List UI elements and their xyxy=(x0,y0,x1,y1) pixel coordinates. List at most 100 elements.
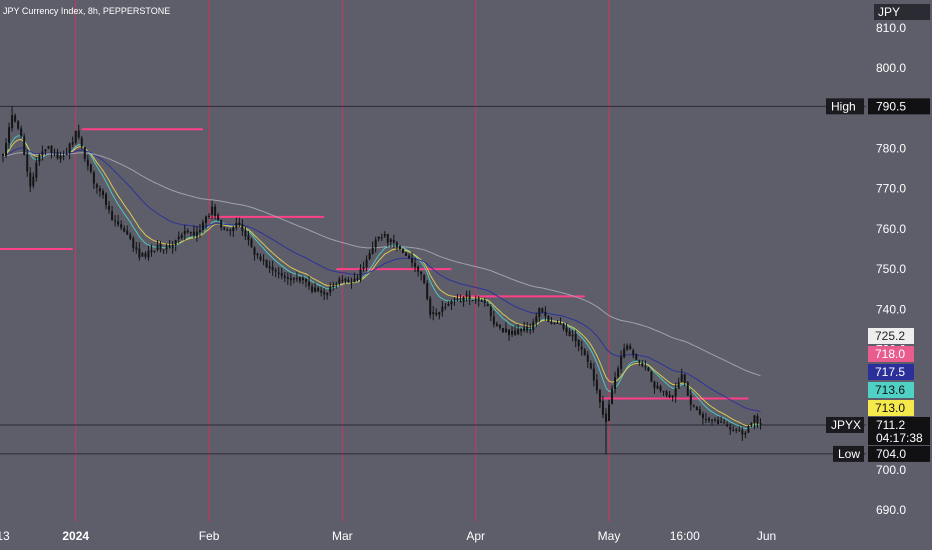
candle xyxy=(653,380,656,394)
candle-body xyxy=(717,419,720,424)
candle xyxy=(411,251,414,268)
candle-body xyxy=(286,277,289,279)
candle xyxy=(589,360,592,370)
candle xyxy=(320,286,323,297)
candle xyxy=(604,408,607,454)
candle xyxy=(732,426,735,432)
candle-body xyxy=(183,230,186,235)
candle-body xyxy=(632,350,635,355)
candle-body xyxy=(132,238,135,249)
candle xyxy=(126,225,129,235)
candle xyxy=(726,421,729,427)
candle xyxy=(311,283,314,294)
candle xyxy=(671,395,674,402)
candle-body xyxy=(226,229,229,231)
candle-body xyxy=(577,339,580,347)
candle xyxy=(504,322,507,333)
candle xyxy=(198,223,201,238)
ema-grey-tag-bg xyxy=(868,328,914,344)
candle xyxy=(474,295,477,305)
candle-body xyxy=(365,259,368,268)
candle-body xyxy=(65,153,68,155)
currency-badge[interactable]: JPY xyxy=(874,4,930,20)
candle-body xyxy=(71,142,74,145)
candle-body xyxy=(186,230,189,233)
candle xyxy=(38,153,41,166)
candle-body xyxy=(259,256,262,261)
ema-teal-line xyxy=(2,135,761,430)
candle xyxy=(274,267,277,278)
candle xyxy=(601,395,604,419)
candle xyxy=(486,301,489,307)
candle-body xyxy=(89,164,92,172)
candle xyxy=(286,272,289,285)
candle-body xyxy=(592,368,595,381)
candle xyxy=(241,219,244,236)
candle-body xyxy=(580,346,583,350)
candle-body xyxy=(641,362,644,366)
candle xyxy=(689,389,692,411)
candle-body xyxy=(477,298,480,301)
candle-body xyxy=(14,115,17,122)
candle-body xyxy=(659,386,662,391)
candle-body xyxy=(292,278,295,280)
candle xyxy=(20,125,23,138)
candle-body xyxy=(517,329,520,335)
candle-body xyxy=(426,283,429,300)
candle xyxy=(83,146,86,162)
candle-body xyxy=(323,291,326,295)
candle-body xyxy=(523,327,526,331)
candle xyxy=(168,239,171,249)
candle xyxy=(392,234,395,249)
candle-body xyxy=(701,413,704,419)
price-tick-label: 770.0 xyxy=(876,182,906,196)
time-axis[interactable]: 13 2024 Feb Mar Apr May 16:00 Jun xyxy=(0,529,776,543)
candle-body xyxy=(38,155,41,162)
candle xyxy=(268,260,271,274)
candle-body xyxy=(41,151,44,156)
candle xyxy=(359,264,362,283)
candle-body xyxy=(392,240,395,243)
candle xyxy=(153,250,156,253)
candle-body xyxy=(526,326,529,331)
candle xyxy=(395,241,398,252)
price-label-jpyx: JPYX 711.204:17:38 xyxy=(826,416,930,445)
candle xyxy=(489,304,492,322)
levels-layer xyxy=(0,128,749,400)
candle xyxy=(283,272,286,283)
candle xyxy=(720,416,723,423)
candle xyxy=(677,377,680,390)
candle xyxy=(86,154,89,171)
candle-body xyxy=(189,232,192,234)
time-tick-label: Feb xyxy=(199,529,220,543)
candle-body xyxy=(553,322,556,324)
candle xyxy=(398,245,401,250)
chart-title: JPY Currency Index, 8h, PEPPERSTONE xyxy=(3,6,170,16)
candle-body xyxy=(683,374,686,384)
candle xyxy=(62,150,65,161)
candle xyxy=(344,277,347,284)
candle xyxy=(550,316,553,325)
candle-body xyxy=(568,331,571,337)
time-tick-label: Apr xyxy=(466,529,485,543)
candle xyxy=(617,365,620,379)
candle xyxy=(647,367,650,372)
time-tick-label: 2024 xyxy=(62,529,89,543)
candle xyxy=(232,225,235,238)
candle-body xyxy=(692,405,695,407)
candle xyxy=(14,113,17,123)
candle-body xyxy=(356,278,359,280)
candle xyxy=(523,321,526,333)
candle xyxy=(744,431,747,439)
candle xyxy=(17,120,20,131)
time-tick-label: Mar xyxy=(332,529,353,543)
candle xyxy=(80,135,83,150)
candle xyxy=(741,427,744,442)
candle-body xyxy=(229,229,232,231)
candle-body xyxy=(244,230,247,237)
candle xyxy=(711,418,714,426)
candle xyxy=(532,318,535,333)
price-label-name: Low xyxy=(838,447,860,461)
candle-body xyxy=(686,382,689,396)
